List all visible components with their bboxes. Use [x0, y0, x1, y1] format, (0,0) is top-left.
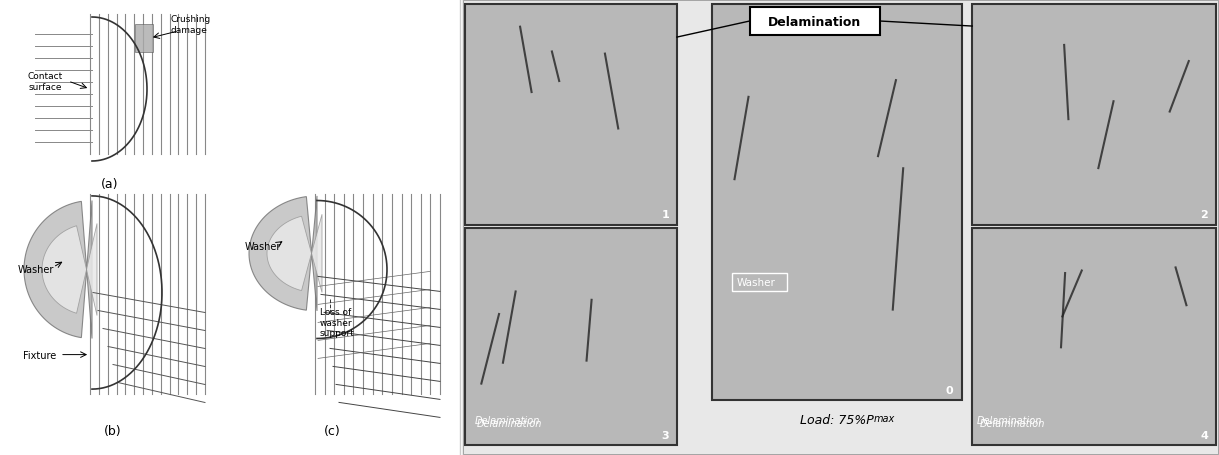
Text: Contact
surface: Contact surface	[27, 72, 62, 91]
Bar	[462, 0, 1219, 455]
Polygon shape	[41, 224, 98, 316]
Polygon shape	[249, 197, 317, 311]
Text: Delamination: Delamination	[477, 418, 542, 428]
Text: Delamination: Delamination	[980, 418, 1046, 428]
Bar	[464, 5, 677, 225]
Text: Crushing
damage: Crushing damage	[169, 15, 210, 35]
Bar	[463, 1, 1218, 454]
Text: (b): (b)	[104, 424, 122, 437]
Text: (c): (c)	[324, 424, 341, 437]
Text: 3: 3	[662, 430, 669, 440]
Bar	[750, 8, 880, 36]
Text: 1: 1	[661, 210, 669, 220]
Text: (a): (a)	[101, 177, 118, 191]
Bar	[135, 25, 154, 53]
Polygon shape	[24, 201, 91, 339]
Text: 2: 2	[1201, 210, 1208, 220]
Bar	[973, 228, 1217, 445]
Polygon shape	[267, 215, 322, 293]
Bar	[712, 5, 962, 400]
Text: Washer: Washer	[18, 265, 55, 275]
Bar	[973, 5, 1217, 225]
Text: Delamination: Delamination	[768, 15, 862, 28]
Text: 4: 4	[1201, 430, 1208, 440]
Bar	[731, 273, 786, 292]
Text: Washer: Washer	[245, 242, 282, 252]
Text: Delamination: Delamination	[475, 415, 540, 425]
Text: Fixture: Fixture	[23, 350, 56, 360]
Text: max: max	[874, 413, 895, 423]
Bar	[464, 228, 677, 445]
Text: Load: 75%P: Load: 75%P	[800, 414, 874, 426]
Text: Washer: Washer	[736, 278, 775, 288]
Text: Delamination: Delamination	[978, 415, 1042, 425]
Text: 0: 0	[946, 385, 953, 395]
Text: Loss of
washer
support: Loss of washer support	[321, 308, 355, 338]
